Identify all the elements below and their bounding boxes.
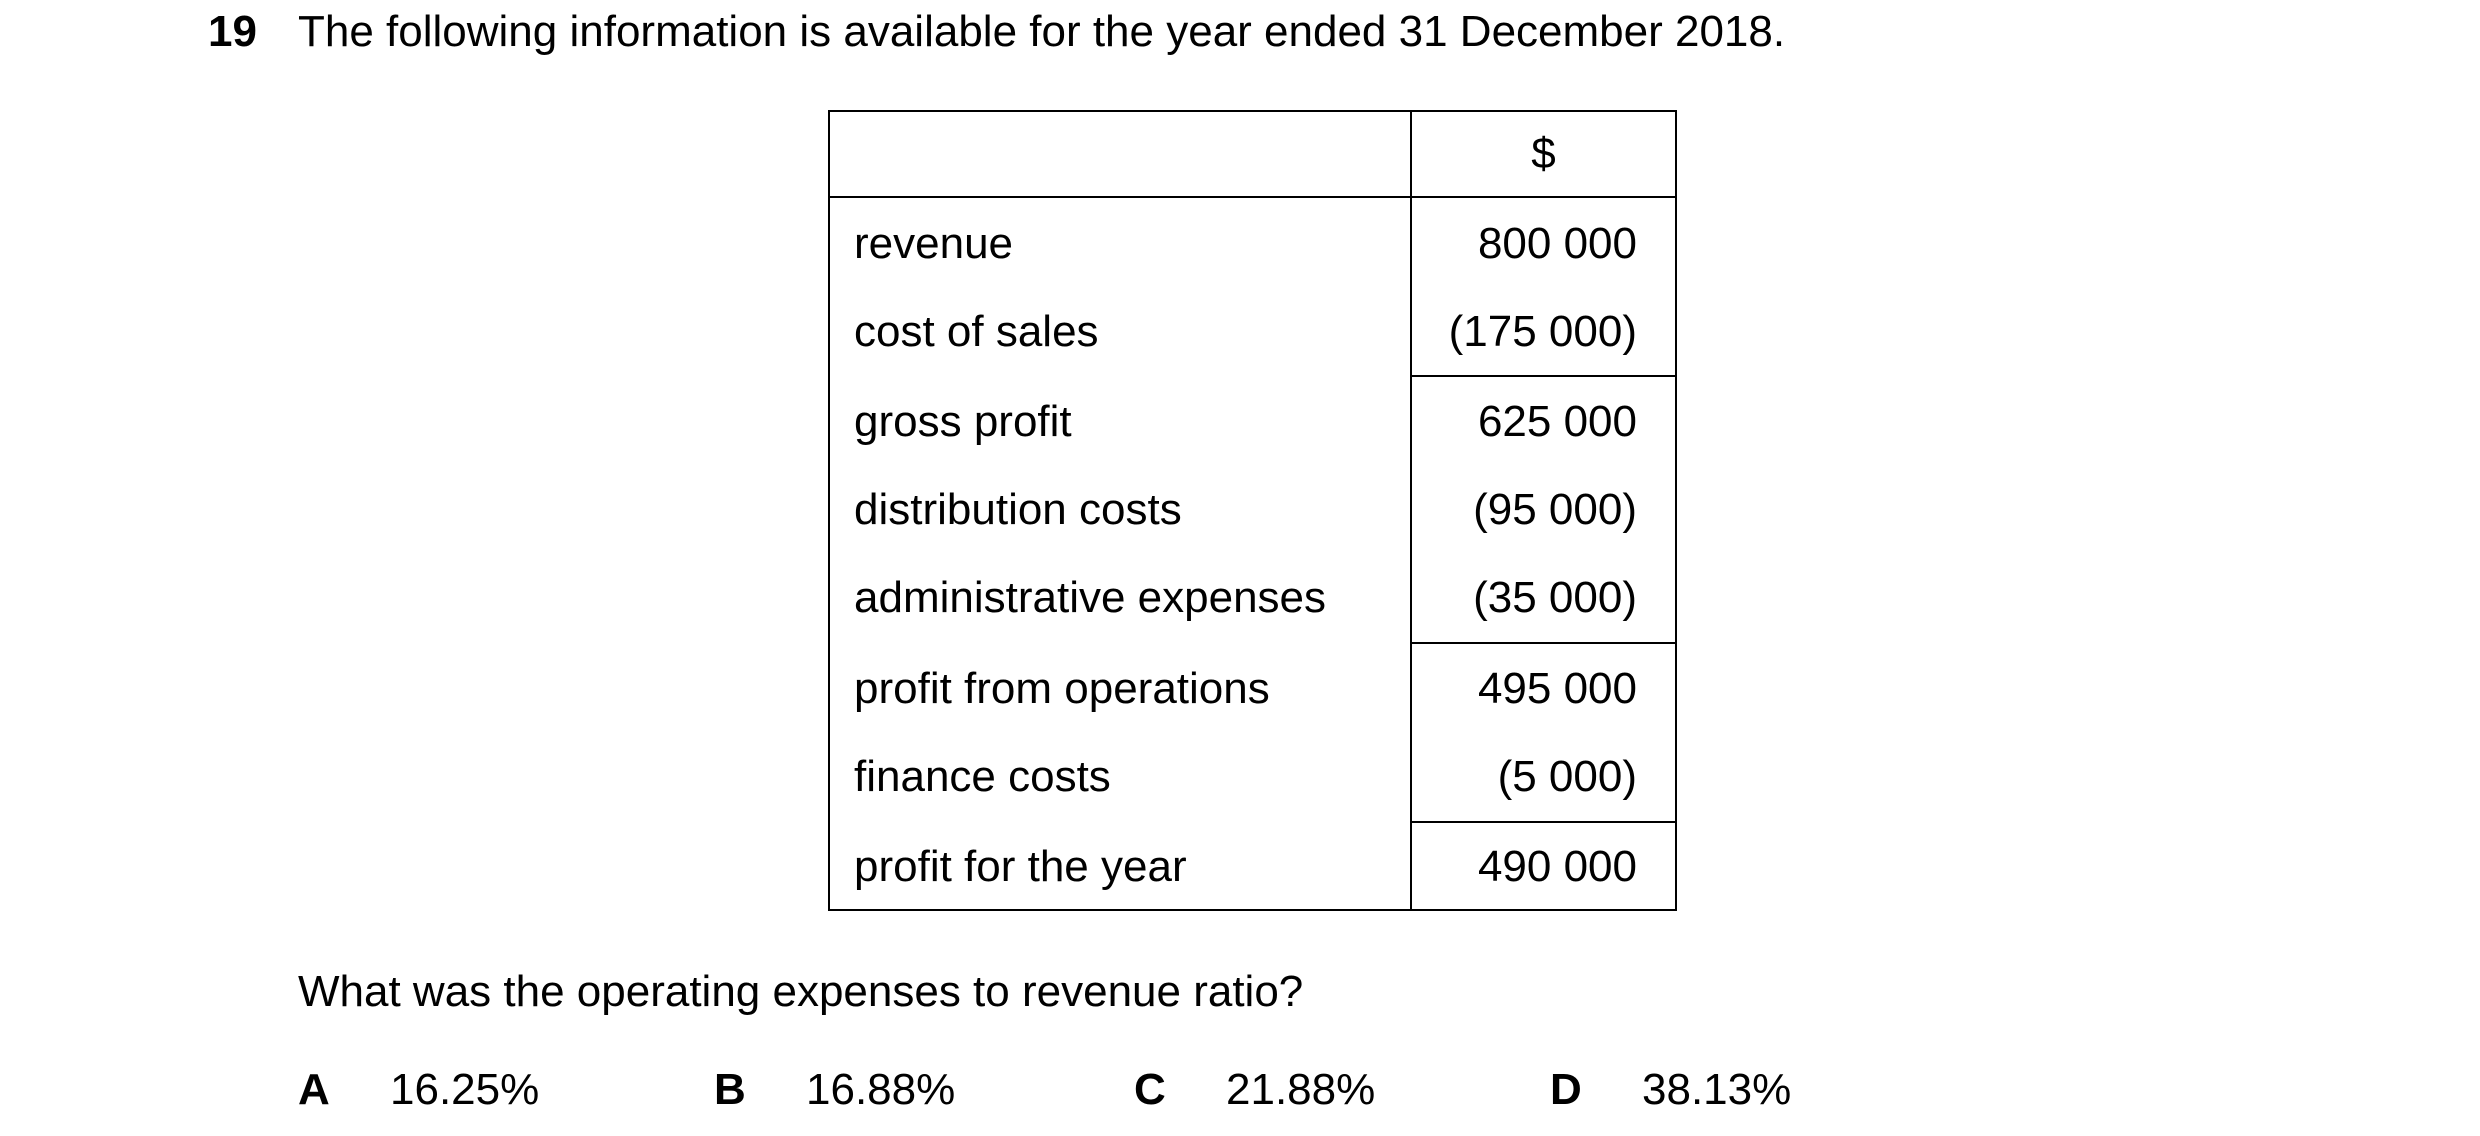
question-prompt: What was the operating expenses to reven…	[298, 967, 1304, 1016]
row-amount: 625 000	[1477, 397, 1637, 446]
financial-statement-table: $ revenue 800 000 cost of sales (175 000…	[828, 110, 1677, 911]
subtotal-rule	[1410, 375, 1675, 377]
table-row: profit for the year 490 000	[830, 823, 1675, 911]
row-amount: 800 000	[1477, 219, 1637, 268]
option-letter: D	[1550, 1065, 1582, 1114]
row-amount: (35 000)	[1473, 573, 1637, 622]
table-row: profit from operations 495 000	[830, 645, 1675, 733]
option-c[interactable]: C 21.88%	[1134, 1062, 1375, 1118]
row-label: profit for the year	[854, 842, 1187, 891]
table-row: cost of sales (175 000)	[830, 288, 1675, 376]
currency-header: $	[1531, 129, 1556, 178]
row-amount: (5 000)	[1497, 752, 1637, 801]
row-label: finance costs	[854, 752, 1111, 801]
subtotal-rule	[1410, 821, 1675, 823]
table-row: distribution costs (95 000)	[830, 466, 1675, 554]
table-row: gross profit 625 000	[830, 378, 1675, 466]
option-letter: A	[298, 1065, 330, 1114]
option-value: 16.25%	[390, 1065, 540, 1114]
question-intro: The following information is available f…	[298, 7, 1786, 56]
row-label: profit from operations	[854, 664, 1270, 713]
row-amount: 490 000	[1477, 842, 1637, 891]
row-amount: 495 000	[1477, 664, 1637, 713]
row-amount: (175 000)	[1448, 307, 1637, 356]
table-row: finance costs (5 000)	[830, 733, 1675, 821]
row-label: gross profit	[854, 397, 1072, 446]
table-row: administrative expenses (35 000)	[830, 554, 1675, 642]
question-number: 19	[208, 7, 257, 56]
row-label: revenue	[854, 219, 1014, 268]
column-divider	[1410, 112, 1412, 909]
option-value: 21.88%	[1226, 1065, 1376, 1114]
subtotal-rule	[1410, 642, 1675, 644]
row-label: administrative expenses	[854, 573, 1327, 622]
option-a[interactable]: A 16.25%	[298, 1062, 539, 1118]
row-amount: (95 000)	[1473, 485, 1637, 534]
row-label: distribution costs	[854, 485, 1182, 534]
option-letter: B	[714, 1065, 746, 1114]
option-value: 38.13%	[1642, 1065, 1792, 1114]
header-rule	[830, 196, 1675, 198]
option-b[interactable]: B 16.88%	[714, 1062, 955, 1118]
table-row: revenue 800 000	[830, 200, 1675, 288]
row-label: cost of sales	[854, 307, 1099, 356]
option-d[interactable]: D 38.13%	[1550, 1062, 1791, 1118]
option-letter: C	[1134, 1065, 1166, 1114]
option-value: 16.88%	[806, 1065, 956, 1114]
